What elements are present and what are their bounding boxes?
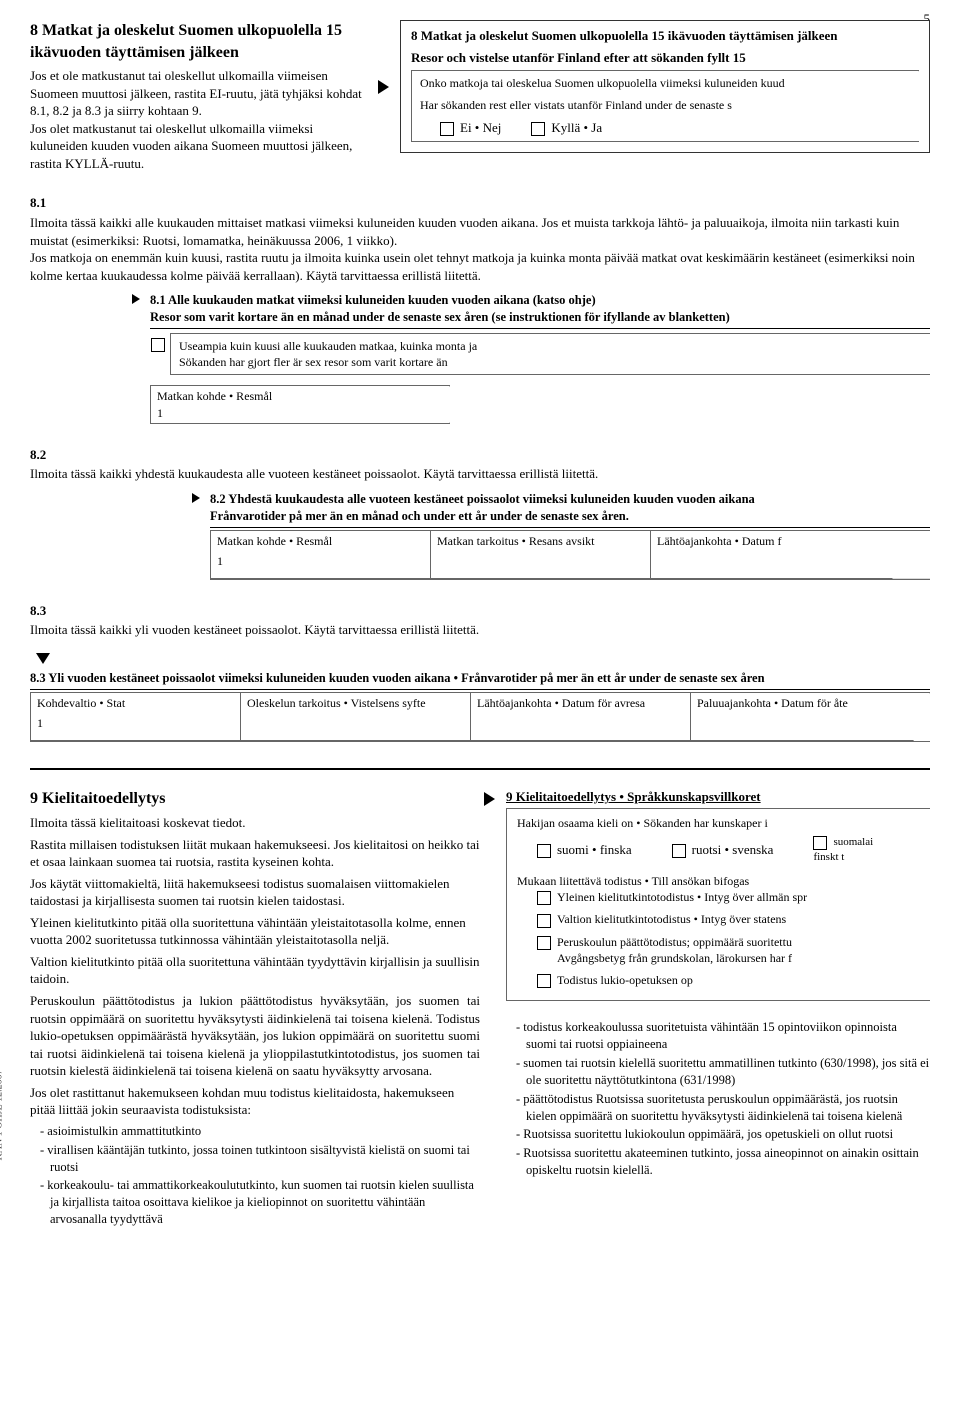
s9-p7: Jos olet rastittanut hakemukseen kohdan … [30,1084,480,1119]
col83-2: Oleskelun tarkoitus • Vistelsens syfte [241,693,471,713]
inner81-sv: Sökanden har gjort fler är sex resor som… [179,354,921,370]
checkbox-c2[interactable]: Valtion kielitutkintotodistus • Intyg öv… [537,911,919,927]
section-8-formbox: 8 Matkat ja oleskelut Suomen ulkopuolell… [400,20,930,153]
bullet-item: päättötodistus Ruotsissa suoritetusta pe… [516,1091,930,1125]
col83-1: Kohdevaltio • Stat [31,693,241,713]
form9-sub: Hakijan osaama kieli on • Sökanden har k… [517,815,919,831]
label-yes: Kyllä • Ja [551,120,602,135]
label-8-1: 8.1 [30,194,930,212]
label-lang-fi: suomi • finska [557,842,632,857]
s9-bullets-left: asioimistulkin ammattitutkinto virallise… [30,1123,480,1228]
s9-p3: Jos käytät viittomakieltä, liitä hakemuk… [30,875,480,910]
label-lang-sv: ruotsi • svenska [692,842,774,857]
bullet-item: suomen tai ruotsin kielellä suoritettu a… [516,1055,930,1089]
row83-1: 1 [31,713,241,740]
bullet-item: Ruotsissa suoritettu lukiokoulun oppimää… [516,1126,930,1143]
checkbox-c1[interactable]: Yleinen kielitutkintotodistus • Intyg öv… [537,889,919,905]
bullet-item: Ruotsissa suoritettu akateeminen tutkint… [516,1145,930,1179]
divider [30,768,930,770]
form9-title: 9 Kielitaitoedellytys • Språkkunskapsvil… [506,788,930,806]
form8-title-sv: Resor och vistelse utanför Finland efter… [411,49,919,67]
text-8-2: Ilmoita tässä kaikki yhdestä kuukaudesta… [30,465,930,483]
box81-title-sv: Resor som varit kortare än en månad unde… [150,309,930,326]
box82-title-fi: 8.2 Yhdestä kuukaudesta alle vuoteen kes… [210,491,930,508]
bullet-item: virallisen kääntäjän tutkinto, jossa toi… [40,1142,480,1176]
box82-title-sv: Frånvarotider på mer än en månad och und… [210,508,930,525]
arrow-right-icon [484,792,495,806]
label-no: Ei • Nej [460,120,501,135]
checkbox-lang-sfi[interactable]: suomalai finskt t [813,835,873,865]
label-c3b: Avgångsbetyg från grundskolan, lärokurse… [557,951,792,965]
s9-p1: Ilmoita tässä kielitaitoasi koskevat tie… [30,814,480,832]
box81-title-fi: 8.1 Alle kuukauden matkat viimeksi kulun… [150,292,930,309]
checkbox-yes[interactable]: Kyllä • Ja [531,119,602,137]
col83-4: Paluuajankohta • Datum för åte [691,693,929,713]
label-8-3: 8.3 [30,602,930,620]
bullet-item: todistus korkeakoulussa suoritetuista vä… [516,1019,930,1053]
section-9: 9 Kielitaitoedellytys Ilmoita tässä kiel… [30,788,930,1230]
section-8-para2: Jos olet matkustanut tai oleskellut ulko… [30,120,370,173]
section-8-top: 8 Matkat ja oleskelut Suomen ulkopuolell… [30,20,930,172]
label-c2: Valtion kielitutkintotodistus • Intyg öv… [557,912,786,926]
col82-2: Matkan tarkoitus • Resans avsikt [431,531,651,551]
label-c1: Yleinen kielitutkintotodistus • Intyg öv… [557,890,807,904]
form8-q-sv: Har sökanden rest eller vistats utanför … [420,97,910,113]
form8-q-fi: Onko matkoja tai oleskelua Suomen ulkopu… [420,75,910,91]
row82-1: 1 [211,551,431,578]
section-8-para1: Jos et ole matkustanut tai oleskellut ul… [30,67,370,120]
section-9-heading: 9 Kielitaitoedellytys [30,788,480,810]
checkbox-c3[interactable]: Peruskoulun päättötodistus; oppimäärä su… [537,934,919,966]
form8-title-fi: 8 Matkat ja oleskelut Suomen ulkopuolell… [411,27,919,45]
checkbox-lang-fi[interactable]: suomi • finska [537,841,632,859]
checkbox-no[interactable]: Ei • Nej [440,119,501,137]
section-8-2: 8.2 Ilmoita tässä kaikki yhdestä kuukaud… [30,446,930,580]
s9-p5: Valtion kielitutkinto pitää olla suorite… [30,953,480,988]
bullet-item: korkeakoulu- tai ammattikorkeakoulututki… [40,1177,480,1228]
s9-p6: Peruskoulun päättötodistus ja lukion pää… [30,992,480,1080]
arrow-right-icon [192,493,200,503]
text-8-3: Ilmoita tässä kaikki yli vuoden kestänee… [30,621,930,639]
label-c4: Todistus lukio-opetuksen op [557,973,693,987]
s9-p2: Rastita millaisen todistuksen liität muk… [30,836,480,871]
label-8-2: 8.2 [30,446,930,464]
bullet-item: asioimistulkin ammattitutkinto [40,1123,480,1140]
checkbox-c4[interactable]: Todistus lukio-opetuksen op [537,972,919,988]
checkbox-more-than-six[interactable] [151,338,165,352]
form9-attach: Mukaan liitettävä todistus • Till ansöka… [517,873,919,889]
col82-1: Matkan kohde • Resmål [211,531,431,551]
inner81-fi: Useampia kuin kuusi alle kuukauden matka… [179,338,921,354]
s9-bullets-right: todistus korkeakoulussa suoritetuista vä… [506,1019,930,1179]
section-8-1: 8.1 Ilmoita tässä kaikki alle kuukauden … [30,194,930,423]
checkbox-lang-sv[interactable]: ruotsi • svenska [672,841,774,859]
text-8-1: Ilmoita tässä kaikki alle kuukauden mitt… [30,214,930,284]
s9-p4: Yleinen kielitutkinto pitää olla suorite… [30,914,480,949]
arrow-down-icon [36,653,50,664]
arrow-right-icon [378,80,389,94]
label-c3a: Peruskoulun päättötodistus; oppimäärä su… [557,935,792,949]
col83-3: Lähtöajankohta • Datum för avresa [471,693,691,713]
col81-1: Matkan kohde • Resmål [157,388,443,404]
footer-sideways: KAN 1 OHJE 12.2007 [0,1069,6,1160]
row81-1: 1 [157,405,443,421]
arrow-right-icon [132,294,140,304]
section-8-heading: 8 Matkat ja oleskelut Suomen ulkopuolell… [30,20,370,63]
section-8-3: 8.3 Ilmoita tässä kaikki yli vuoden kest… [30,602,930,743]
box83-title: 8.3 Yli vuoden kestäneet poissaolot viim… [30,670,930,687]
